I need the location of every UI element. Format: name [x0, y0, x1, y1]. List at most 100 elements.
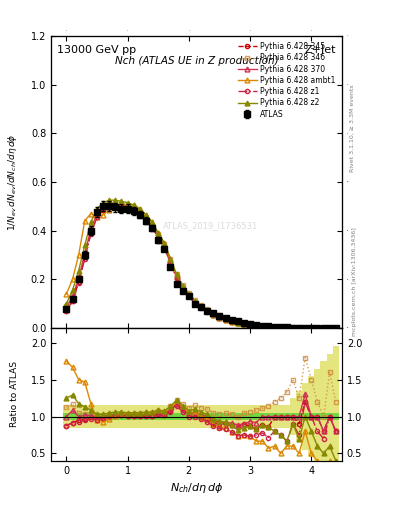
Pythia 6.428 346 [168, 255, 173, 262]
Pythia 6.428 346 [333, 325, 338, 331]
Text: Nch (ATLAS UE in Z production): Nch (ATLAS UE in Z production) [115, 56, 278, 66]
Pythia 6.428 z2 [88, 219, 93, 225]
Pythia 6.428 z1 [315, 325, 320, 331]
Pythia 6.428 370 [290, 325, 295, 331]
Pythia 6.428 346 [64, 303, 69, 309]
Pythia 6.428 345 [193, 300, 197, 306]
Pythia 6.428 z2 [235, 319, 240, 326]
Pythia 6.428 z1 [266, 324, 271, 330]
Pythia 6.428 370 [125, 203, 130, 209]
Pythia 6.428 z2 [266, 324, 271, 330]
Pythia 6.428 ambt1 [315, 325, 320, 331]
Pythia 6.428 345 [131, 207, 136, 213]
Pythia 6.428 ambt1 [199, 304, 204, 310]
Pythia 6.428 z2 [309, 325, 314, 331]
Pythia 6.428 370 [297, 325, 301, 331]
Pythia 6.428 345 [223, 316, 228, 323]
Pythia 6.428 ambt1 [174, 272, 179, 279]
Pythia 6.428 370 [327, 325, 332, 331]
Pythia 6.428 ambt1 [168, 257, 173, 263]
Pythia 6.428 345 [235, 319, 240, 326]
Pythia 6.428 345 [88, 229, 93, 235]
Pythia 6.428 ambt1 [327, 325, 332, 331]
Pythia 6.428 z1 [138, 210, 142, 217]
Pythia 6.428 345 [156, 235, 161, 241]
Pythia 6.428 370 [230, 317, 234, 324]
X-axis label: $N_{ch}/d\eta\,d\phi$: $N_{ch}/d\eta\,d\phi$ [170, 481, 223, 495]
Pythia 6.428 370 [76, 276, 81, 283]
Pythia 6.428 345 [138, 210, 142, 217]
Pythia 6.428 z2 [333, 325, 338, 331]
Pythia 6.428 z1 [107, 202, 112, 208]
Pythia 6.428 z1 [101, 206, 105, 212]
Pythia 6.428 z1 [242, 321, 246, 327]
Pythia 6.428 370 [303, 325, 308, 331]
Pythia 6.428 ambt1 [83, 218, 87, 224]
Pythia 6.428 ambt1 [242, 321, 246, 327]
Pythia 6.428 ambt1 [138, 206, 142, 212]
Pythia 6.428 345 [309, 325, 314, 331]
Pythia 6.428 z2 [162, 240, 167, 246]
Pythia 6.428 346 [88, 225, 93, 231]
Pythia 6.428 346 [95, 209, 99, 216]
Pythia 6.428 z2 [76, 268, 81, 274]
Pythia 6.428 370 [193, 300, 197, 306]
Pythia 6.428 370 [88, 226, 93, 232]
Pythia 6.428 z2 [174, 271, 179, 278]
Pythia 6.428 ambt1 [113, 203, 118, 209]
Pythia 6.428 ambt1 [290, 325, 295, 331]
Pythia 6.428 ambt1 [260, 324, 264, 330]
Pythia 6.428 ambt1 [193, 300, 197, 306]
Pythia 6.428 z1 [205, 309, 209, 315]
Pythia 6.428 ambt1 [180, 284, 185, 290]
Pythia 6.428 346 [205, 306, 209, 312]
Pythia 6.428 370 [168, 258, 173, 264]
Pythia 6.428 ambt1 [272, 324, 277, 330]
Pythia 6.428 z1 [290, 325, 295, 331]
Y-axis label: $1/N_{ev}\,dN_{ev}/dN_{ch}/d\eta\,d\phi$: $1/N_{ev}\,dN_{ev}/dN_{ch}/d\eta\,d\phi$ [6, 133, 19, 231]
Pythia 6.428 z1 [193, 301, 197, 307]
Pythia 6.428 346 [125, 203, 130, 209]
Pythia 6.428 370 [119, 202, 124, 208]
Pythia 6.428 ambt1 [211, 312, 216, 318]
Pythia 6.428 345 [333, 325, 338, 331]
Pythia 6.428 z1 [83, 255, 87, 262]
Pythia 6.428 ambt1 [205, 308, 209, 314]
Pythia 6.428 346 [303, 325, 308, 331]
Pythia 6.428 z2 [223, 316, 228, 322]
Pythia 6.428 z1 [125, 204, 130, 210]
Pythia 6.428 370 [278, 324, 283, 330]
Pythia 6.428 345 [83, 254, 87, 261]
Pythia 6.428 z2 [254, 323, 259, 329]
Pythia 6.428 346 [193, 297, 197, 303]
Pythia 6.428 346 [297, 324, 301, 330]
Pythia 6.428 370 [138, 209, 142, 216]
Pythia 6.428 370 [113, 201, 118, 207]
Pythia 6.428 z1 [143, 217, 148, 223]
Pythia 6.428 z1 [150, 224, 154, 230]
Pythia 6.428 346 [113, 202, 118, 208]
Text: mcplots.cern.ch [arXiv:1306.3436]: mcplots.cern.ch [arXiv:1306.3436] [352, 227, 357, 336]
Pythia 6.428 346 [235, 318, 240, 325]
Pythia 6.428 345 [64, 308, 69, 314]
Pythia 6.428 ambt1 [297, 325, 301, 331]
Pythia 6.428 345 [230, 318, 234, 324]
Pythia 6.428 z1 [131, 207, 136, 213]
Pythia 6.428 370 [235, 319, 240, 325]
Pythia 6.428 346 [230, 316, 234, 323]
Pythia 6.428 346 [278, 324, 283, 330]
Pythia 6.428 ambt1 [119, 202, 124, 208]
Pythia 6.428 z1 [174, 275, 179, 281]
Pythia 6.428 345 [119, 203, 124, 209]
Pythia 6.428 z2 [205, 307, 209, 313]
Pythia 6.428 z2 [199, 303, 204, 309]
Pythia 6.428 ambt1 [321, 325, 326, 331]
Pythia 6.428 346 [327, 325, 332, 331]
Pythia 6.428 346 [156, 231, 161, 238]
Pythia 6.428 345 [285, 324, 289, 330]
Pythia 6.428 z1 [260, 323, 264, 329]
Pythia 6.428 345 [76, 279, 81, 285]
Pythia 6.428 z1 [230, 318, 234, 325]
Pythia 6.428 z1 [113, 202, 118, 208]
Pythia 6.428 z2 [327, 325, 332, 331]
